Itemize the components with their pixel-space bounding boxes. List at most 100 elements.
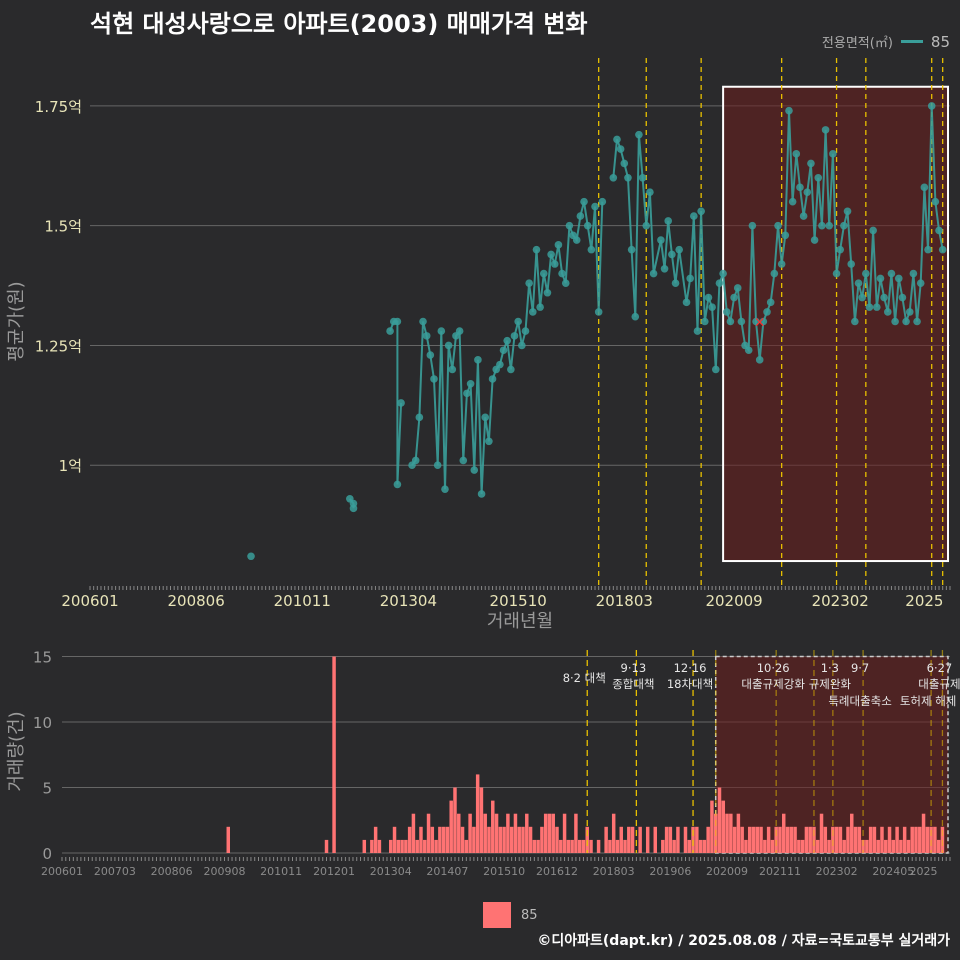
volume-bar [411,813,416,853]
volume-bar [850,813,854,853]
policy-label-date: 6·27 [927,661,953,675]
volume-bar [370,839,374,853]
volume-bar [404,839,408,853]
price-point [748,221,757,230]
volume-bar [774,826,778,853]
price-y-axis-label: 평균가(원) [6,281,27,361]
volume-bar [778,826,782,853]
volume-bar [740,826,744,853]
volume-x-tick-label: 201407 [426,865,468,878]
volume-bar [498,826,503,853]
volume-bar [691,826,695,853]
price-point [752,317,760,326]
price-point [426,351,435,359]
volume-bar [513,813,518,853]
price-chart: 평균가(원) 1억 1.25억 1.5억 1.75억 × 200601 200806 20101… [6,58,951,632]
volume-bar [226,826,231,853]
price-legend-title: 전용면적(㎡) [821,36,893,51]
volume-bar [392,826,397,853]
volume-bar [936,839,941,853]
volume-bar [710,800,714,853]
volume-x-tick-label: 201803 [593,865,635,878]
price-point [543,288,552,297]
volume-bar [816,839,820,853]
price-point [433,461,442,470]
volume-bar [717,787,722,853]
price-point [675,245,683,254]
volume-bar [415,839,419,853]
volume-bar [812,826,816,853]
price-point [876,274,885,283]
price-x-axis-label: 거래년월 [487,611,553,632]
volume-bar [729,813,733,853]
volume-legend-item: 85 [521,907,538,923]
volume-bar [608,839,612,853]
price-point [862,269,870,278]
volume-bar [472,826,476,853]
volume-bar [570,839,574,853]
volume-bar [785,826,790,853]
volume-bar [562,813,567,853]
volume-bar [763,839,767,853]
price-point [349,504,358,513]
volume-bar [925,826,930,853]
volume-bar [661,839,665,853]
price-point [704,293,713,302]
volume-bar [362,839,367,853]
price-point [905,308,914,316]
volume-bar [619,826,623,853]
price-point [441,485,449,493]
price-point [924,245,932,254]
price-point [909,269,918,278]
policy-label-name: 18차대책 [667,677,713,691]
volume-bar [555,826,559,853]
volume-bar [645,826,650,853]
volume-bar [426,813,431,853]
volume-bar [698,839,703,853]
price-point [869,226,877,235]
price-point [620,159,629,168]
volume-bar [846,826,850,853]
price-point [521,327,530,335]
volume-x-tick-label: 201612 [536,865,578,878]
price-point [657,236,665,244]
volume-bar [884,839,888,853]
price-point [722,308,731,316]
price-point [565,221,574,230]
volume-bar [525,813,529,853]
price-point [386,327,394,335]
price-point [792,150,801,158]
price-point [891,317,899,326]
volume-bar [536,839,540,853]
price-point [488,375,497,383]
price-x-tick-label: 201510 [490,592,547,610]
price-point [613,135,621,144]
volume-bar [627,826,631,853]
price-point [627,245,636,254]
volume-bar [566,839,571,853]
policy-label-name: 종합대책 [612,677,654,691]
policy-label-date: 9·13 [621,661,647,675]
volume-bar [683,826,688,853]
price-point [774,221,782,230]
volume-bar [396,839,401,853]
price-point [587,245,596,254]
volume-x-tick-label: 200908 [203,865,245,878]
price-point [576,212,585,220]
volume-bar [838,826,843,853]
volume-bar [755,826,760,853]
volume-bar [623,839,627,853]
volume-bar [611,813,616,853]
volume-bar [891,839,896,853]
price-y-tick-label: 1.25억 [35,337,82,355]
volume-x-tick-label: 202405 [872,865,914,878]
price-point [550,260,559,268]
price-point [818,221,826,230]
volume-x-tick-label: 202009 [706,865,748,878]
price-point [883,308,892,316]
volume-bar [781,813,786,853]
volume-bar [441,826,446,853]
price-point [854,279,863,287]
volume-bar [676,826,680,853]
volume-bar [857,826,862,853]
